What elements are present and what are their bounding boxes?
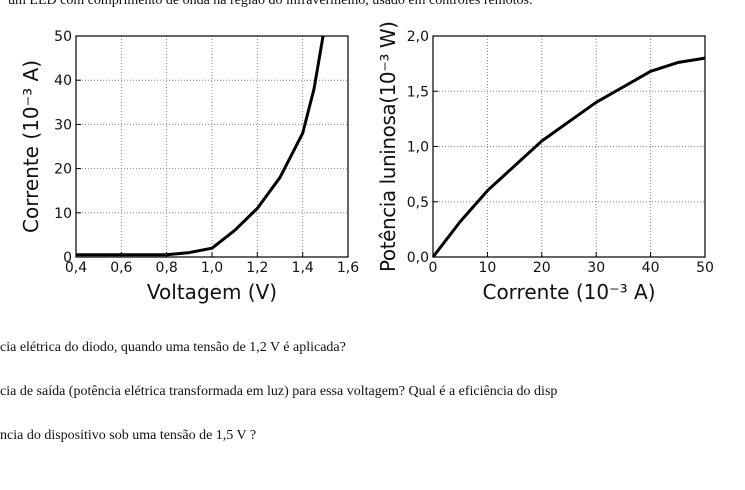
x-tick-label: 50 <box>696 260 714 276</box>
question: cia de saída (potência elétrica transfor… <box>0 384 558 399</box>
y-axis-title: Potência luninosa(10⁻³ W) <box>376 21 400 272</box>
plot-frame <box>432 35 706 258</box>
x-tick-label: 10 <box>478 260 496 276</box>
intro-text: um LED com comprimento de onda na região… <box>8 0 533 8</box>
x-tick-label: 1,0 <box>201 260 223 276</box>
question: cia elétrica do diodo, quando uma tensão… <box>0 340 346 355</box>
data-line <box>76 35 325 257</box>
x-axis-title: Corrente (10⁻³ A) <box>482 280 655 304</box>
y-tick-label: 2,0 <box>407 29 429 45</box>
x-tick-label: 0 <box>429 260 438 276</box>
y-tick-label: 50 <box>54 29 72 45</box>
y-tick-label: 20 <box>54 162 72 178</box>
x-tick-label: 30 <box>587 260 605 276</box>
x-tick-label: 1,6 <box>337 260 359 276</box>
data-line <box>431 56 706 258</box>
y-axis-title: Corrente (10⁻³ A) <box>19 60 43 233</box>
y-tick-label: 0,5 <box>407 195 429 211</box>
y-tick-label: 0 <box>63 250 72 266</box>
x-tick-label: 1,2 <box>246 260 268 276</box>
y-tick-label: 30 <box>54 117 72 133</box>
y-tick-label: 40 <box>54 73 72 89</box>
plot-frame <box>75 35 349 258</box>
y-tick-label: 1,5 <box>407 84 429 100</box>
y-tick-label: 10 <box>54 206 72 222</box>
x-tick-label: 20 <box>533 260 551 276</box>
question: ncia do dispositivo sob uma tensão de 1,… <box>0 428 257 443</box>
x-tick-label: 40 <box>642 260 660 276</box>
charts: 0,4 0,6 0,8 1,0 1,2 1,4 1,6 0 10 20 30 40 50 Voltagem… <box>19 21 714 304</box>
y-tick-label: 1,0 <box>407 140 429 156</box>
x-tick-label: 0,6 <box>110 260 132 276</box>
y-tick-label: 0,0 <box>407 250 429 266</box>
x-tick-label: 0,4 <box>65 260 87 276</box>
x-axis-title: Voltagem (V) <box>147 280 277 304</box>
x-tick-label: 1,4 <box>292 260 314 276</box>
x-tick-label: 0,8 <box>156 260 178 276</box>
